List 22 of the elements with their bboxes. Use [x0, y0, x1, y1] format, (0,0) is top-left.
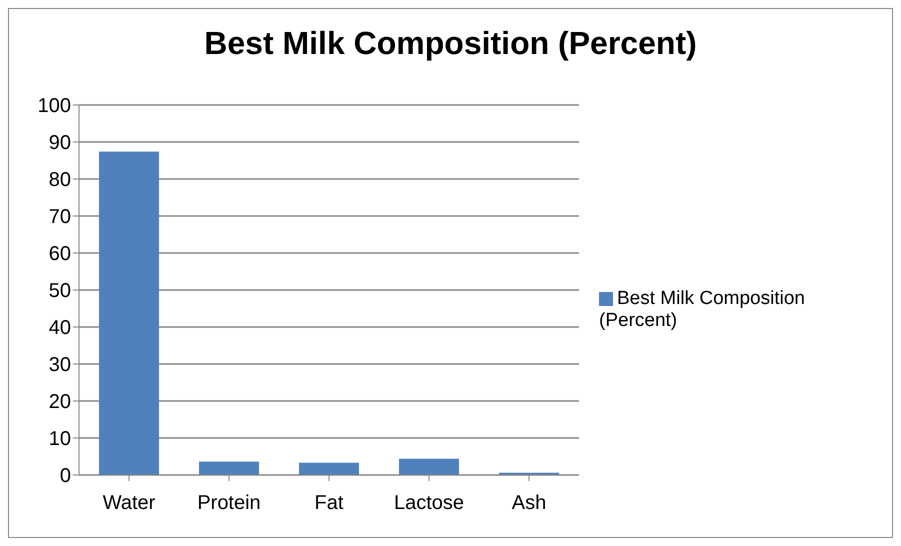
bar	[299, 462, 359, 475]
y-tick-label: 30	[48, 354, 71, 376]
y-tick-label: 0	[60, 465, 71, 488]
y-tick-label: 50	[48, 280, 71, 302]
x-tick-label: Protein	[197, 492, 261, 514]
y-tick-label: 40	[48, 317, 71, 340]
x-tick-label: Lactose	[394, 492, 464, 514]
y-tick-label: 70	[48, 206, 71, 228]
y-tick-label: 100	[38, 95, 71, 118]
legend-label: Best Milk Composition (Percent)	[599, 288, 805, 331]
bar	[99, 152, 159, 475]
x-tick-label: Fat	[314, 492, 344, 514]
y-tick-label: 60	[48, 243, 71, 266]
y-tick-label: 10	[48, 428, 71, 450]
x-tick-label: Ash	[512, 492, 546, 514]
bar	[199, 462, 259, 475]
bar	[399, 458, 459, 475]
chart-title: Best Milk Composition (Percent)	[203, 24, 698, 63]
x-tick-label: Water	[102, 492, 156, 514]
y-tick-label: 80	[48, 169, 71, 192]
y-tick-label: 20	[48, 391, 71, 414]
y-tick-label: 90	[48, 132, 71, 154]
